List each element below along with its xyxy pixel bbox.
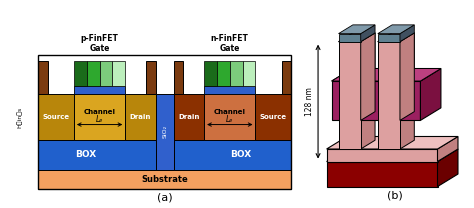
- Bar: [74, 94, 125, 140]
- Bar: [87, 61, 100, 85]
- Text: Channel: Channel: [214, 109, 246, 115]
- Polygon shape: [378, 42, 400, 149]
- Polygon shape: [361, 33, 375, 120]
- Text: 128 nm: 128 nm: [305, 87, 314, 116]
- Polygon shape: [327, 136, 458, 149]
- Text: Oxide: Oxide: [91, 87, 108, 92]
- Bar: [282, 61, 291, 94]
- Text: p-FinFET
Gate: p-FinFET Gate: [81, 34, 118, 53]
- Polygon shape: [338, 33, 375, 42]
- Polygon shape: [338, 33, 375, 42]
- Bar: [74, 85, 125, 94]
- Bar: [38, 170, 291, 189]
- Bar: [38, 61, 48, 94]
- Text: Substrate: Substrate: [141, 175, 188, 184]
- Bar: [204, 61, 217, 85]
- Bar: [100, 61, 112, 85]
- Bar: [74, 61, 87, 85]
- Bar: [217, 61, 230, 85]
- Polygon shape: [438, 149, 458, 187]
- Polygon shape: [378, 33, 414, 42]
- Text: BOX: BOX: [230, 150, 252, 160]
- Polygon shape: [338, 34, 361, 42]
- Polygon shape: [378, 42, 400, 149]
- Text: Drain: Drain: [129, 114, 151, 120]
- Text: Lₑ: Lₑ: [96, 115, 103, 124]
- Bar: [230, 61, 243, 85]
- Text: Channel: Channel: [83, 109, 116, 115]
- Polygon shape: [338, 42, 361, 149]
- Text: Source: Source: [260, 114, 287, 120]
- Text: H₟in₟s: H₟in₟s: [17, 106, 23, 128]
- Polygon shape: [438, 136, 458, 162]
- Bar: [155, 94, 174, 170]
- Polygon shape: [361, 33, 375, 149]
- Text: (a): (a): [157, 193, 173, 203]
- Bar: [38, 94, 74, 140]
- Text: BOX: BOX: [75, 150, 96, 160]
- Polygon shape: [400, 33, 414, 120]
- Bar: [174, 140, 291, 170]
- Bar: [174, 61, 183, 94]
- Bar: [38, 140, 155, 170]
- Text: n-FinFET
Gate: n-FinFET Gate: [211, 34, 249, 53]
- Bar: [204, 94, 255, 140]
- Text: Drain: Drain: [178, 114, 200, 120]
- Polygon shape: [420, 68, 441, 120]
- Bar: [125, 94, 155, 140]
- Polygon shape: [332, 81, 420, 120]
- Bar: [255, 94, 291, 140]
- Polygon shape: [327, 149, 458, 162]
- Polygon shape: [338, 25, 375, 34]
- Polygon shape: [338, 42, 361, 149]
- Bar: [146, 61, 155, 94]
- Text: (b): (b): [387, 191, 403, 201]
- Text: SiO₂: SiO₂: [162, 125, 167, 138]
- Polygon shape: [400, 25, 414, 42]
- Bar: [204, 85, 255, 94]
- Bar: [112, 61, 125, 85]
- Polygon shape: [378, 25, 414, 34]
- Polygon shape: [378, 33, 414, 42]
- Bar: [174, 94, 204, 140]
- Text: Source: Source: [43, 114, 70, 120]
- Polygon shape: [327, 149, 438, 162]
- Polygon shape: [400, 33, 414, 149]
- Bar: [243, 61, 255, 85]
- Bar: [38, 55, 291, 189]
- Polygon shape: [332, 68, 441, 81]
- Polygon shape: [361, 25, 375, 42]
- Polygon shape: [378, 34, 400, 42]
- Polygon shape: [332, 68, 441, 81]
- Polygon shape: [327, 162, 438, 187]
- Text: Lₑ: Lₑ: [226, 115, 233, 124]
- Text: Oxide: Oxide: [222, 87, 237, 92]
